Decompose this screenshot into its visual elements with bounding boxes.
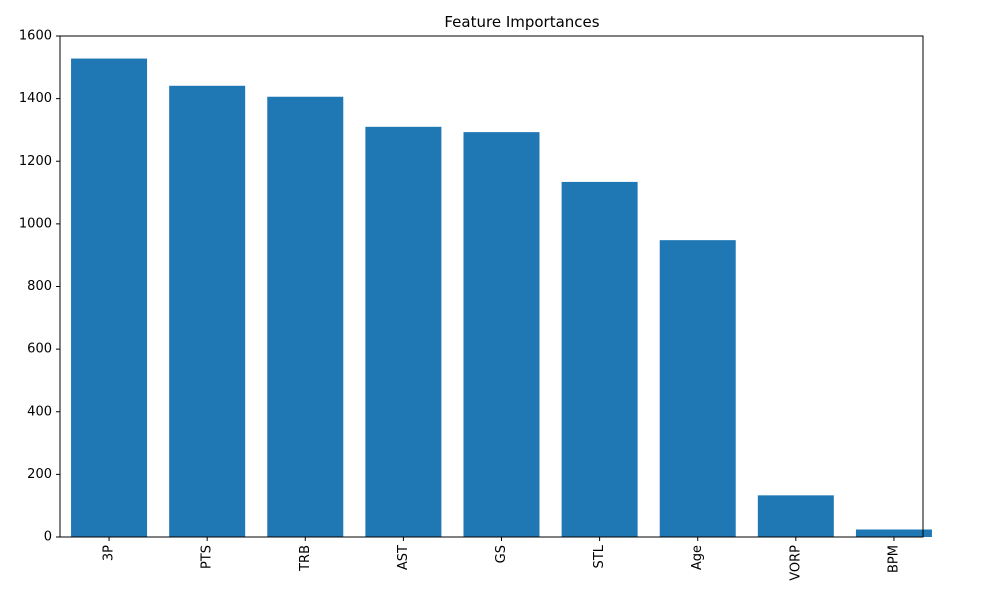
x-tick-label: STL	[592, 544, 607, 568]
bar-ast	[365, 126, 442, 537]
bars-group	[71, 58, 932, 538]
x-tick-label: Age	[690, 545, 705, 570]
x-tick-label: PTS	[200, 545, 215, 569]
y-tick-label: 800	[27, 279, 52, 294]
y-tick-label: 1000	[19, 216, 52, 231]
x-tick-label: 3P	[102, 545, 117, 561]
bar-trb	[267, 96, 344, 537]
chart-title: Feature Importances	[444, 13, 599, 31]
plot-frame	[59, 35, 924, 538]
bar-pts	[169, 85, 246, 537]
y-axis-ticks: 0 200 400 600 800 1000 1200 1400 1600	[19, 29, 60, 545]
bar-gs	[463, 132, 540, 537]
y-tick-label: 0	[44, 530, 52, 545]
x-tick-label: VORP	[788, 545, 803, 581]
y-tick-label: 400	[27, 404, 52, 419]
bar-bpm	[855, 529, 932, 537]
y-tick-label: 1200	[19, 154, 52, 169]
x-tick-label: AST	[396, 545, 411, 570]
bar-vorp	[757, 495, 834, 537]
x-axis-ticks: 3P PTS TRB AST GS STL Age VORP BPM	[102, 537, 901, 581]
x-tick-label: GS	[494, 545, 509, 563]
bar-stl	[561, 181, 638, 538]
bar-3p	[71, 58, 148, 538]
bar-age	[659, 240, 736, 537]
y-tick-label: 600	[27, 342, 52, 357]
x-tick-label: TRB	[298, 545, 313, 572]
y-tick-label: 200	[27, 467, 52, 482]
y-tick-label: 1400	[19, 91, 52, 106]
y-tick-label: 1600	[19, 29, 52, 44]
x-tick-label: BPM	[886, 545, 901, 573]
